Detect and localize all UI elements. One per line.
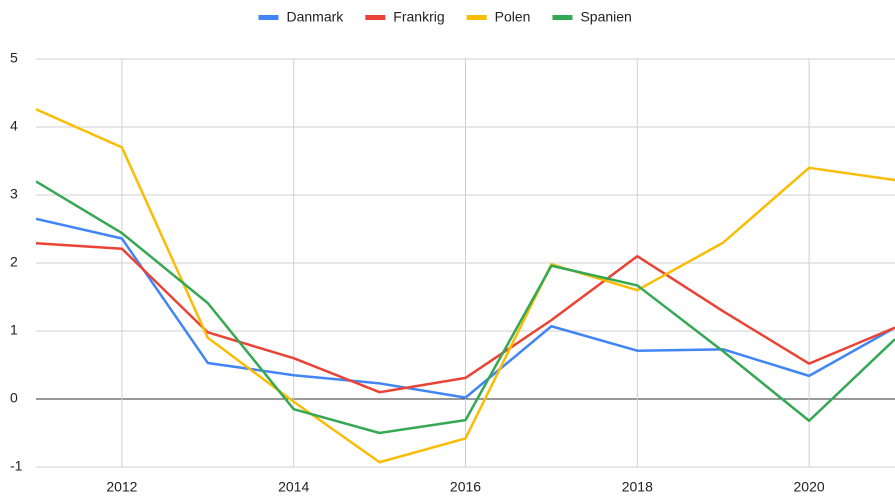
y-tick-label: 1: [10, 322, 18, 338]
legend-swatch: [466, 15, 487, 20]
legend-label: Spanien: [580, 9, 631, 25]
series-line: [36, 108, 895, 464]
x-tick-label: 2012: [106, 479, 137, 495]
y-tick-label: -1: [10, 458, 23, 474]
x-tick-label: 2020: [794, 479, 825, 495]
legend-label: Polen: [495, 9, 531, 25]
y-tick-label: 2: [10, 254, 18, 270]
legend-label: Frankrig: [393, 9, 444, 25]
x-tick-label: 2018: [622, 479, 653, 495]
x-tick-label: 2016: [450, 479, 481, 495]
legend-swatch: [258, 15, 279, 20]
legend-swatch: [552, 15, 573, 20]
y-tick-label: 4: [10, 118, 18, 134]
y-tick-label: 3: [10, 186, 18, 202]
series-line: [36, 217, 895, 399]
series-line: [36, 180, 895, 435]
y-tick-label: 5: [10, 50, 18, 66]
y-tick-label: 0: [10, 390, 18, 406]
series-line: [36, 242, 895, 394]
legend-label: Danmark: [287, 9, 345, 25]
x-tick-label: 2014: [278, 479, 309, 495]
legend-swatch: [365, 15, 386, 20]
plot-lines: [36, 108, 895, 464]
